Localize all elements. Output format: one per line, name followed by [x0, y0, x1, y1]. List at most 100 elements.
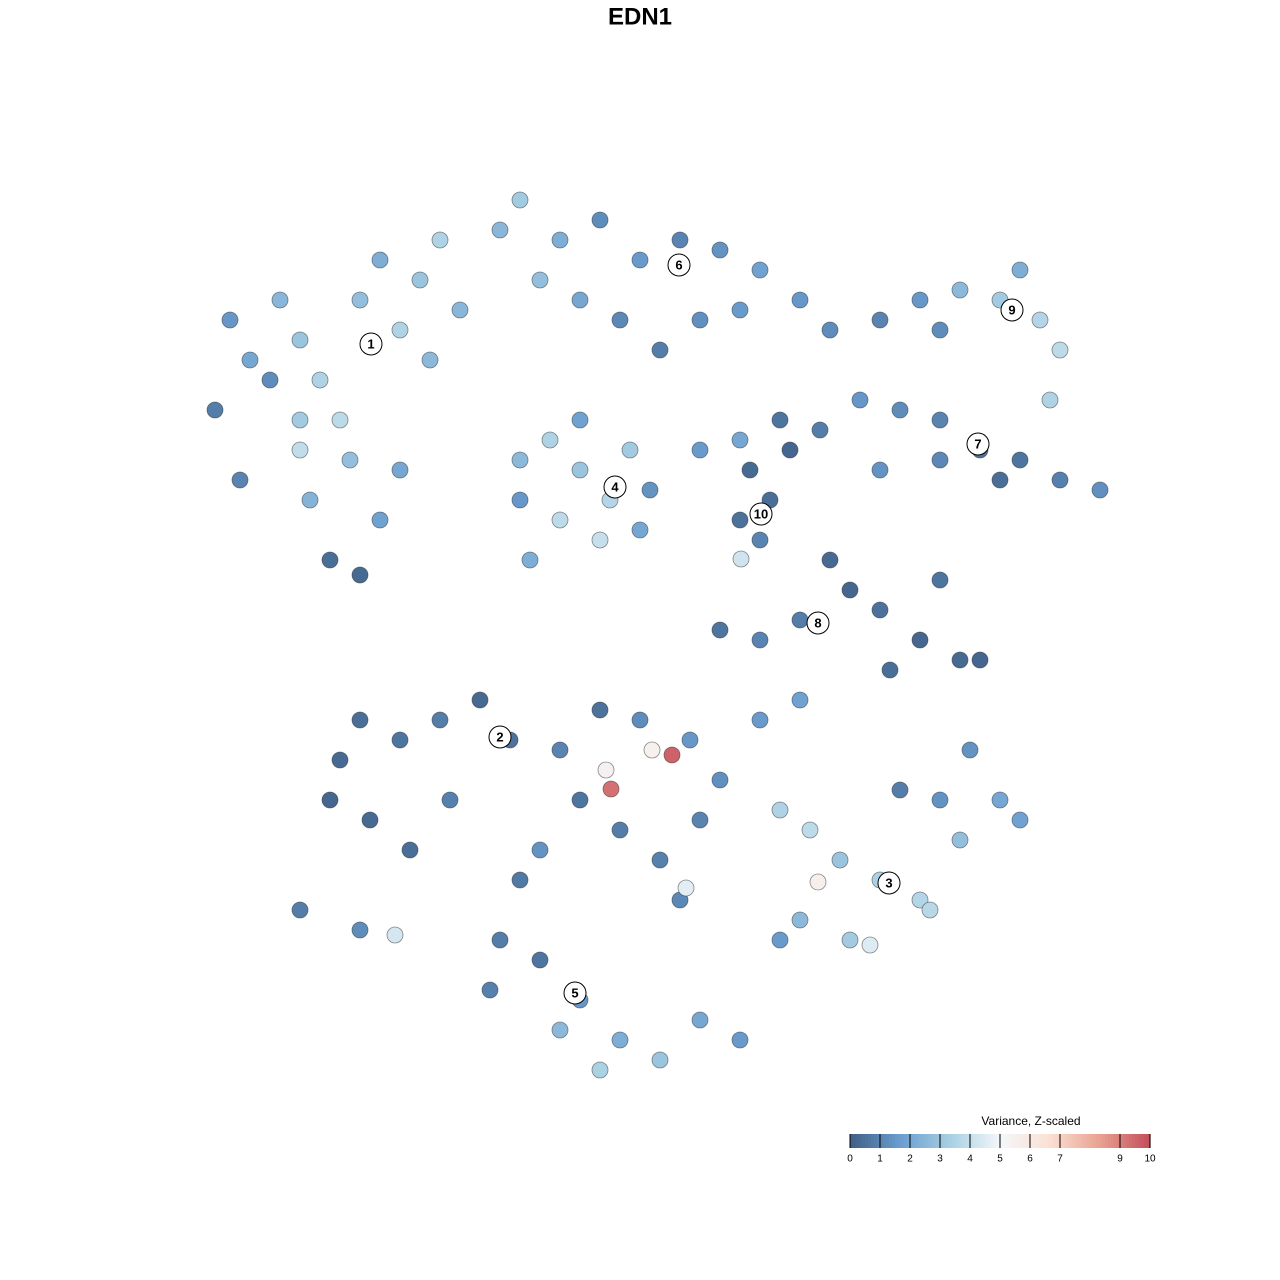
colorbar-segment [994, 1134, 998, 1148]
colorbar-segment [1117, 1134, 1121, 1148]
colorbar-segment [856, 1134, 860, 1148]
cell-point [521, 551, 539, 569]
cell-point [991, 791, 1009, 809]
cell-point [1011, 451, 1029, 469]
cluster-label: 10 [749, 502, 773, 526]
cell-point [891, 401, 909, 419]
colorbar-segment [1108, 1134, 1112, 1148]
cell-point [531, 841, 549, 859]
colorbar-segment [976, 1134, 980, 1148]
cell-point [591, 531, 609, 549]
colorbar-segment [1105, 1134, 1109, 1148]
cell-point [1011, 261, 1029, 279]
cell-point [771, 931, 789, 949]
colorbar-segment [985, 1134, 989, 1148]
cell-point [421, 351, 439, 369]
colorbar-segment [1051, 1134, 1055, 1148]
cell-point [931, 451, 949, 469]
colorbar-segment [1081, 1134, 1085, 1148]
cell-point [631, 521, 649, 539]
cell-point [951, 651, 969, 669]
colorbar-segment [1138, 1134, 1142, 1148]
cell-point [671, 231, 689, 249]
cell-point [951, 831, 969, 849]
cell-point [851, 391, 869, 409]
cell-point [751, 711, 769, 729]
cell-point [351, 291, 369, 309]
colorbar-segment [970, 1134, 974, 1148]
colorbar-segment [898, 1134, 902, 1148]
cluster-label-text: 3 [885, 875, 892, 890]
colorbar-segment [1132, 1134, 1136, 1148]
cell-point [861, 936, 879, 954]
cell-point [391, 731, 409, 749]
cluster-labels: 1 2 3 4 5 6 7 8 9 10 [359, 253, 1024, 1005]
colorbar-segment [967, 1134, 971, 1148]
colorbar-segment [907, 1134, 911, 1148]
colorbar-segment [880, 1134, 884, 1148]
cell-point [321, 791, 339, 809]
cell-point [611, 821, 629, 839]
cell-point [791, 691, 809, 709]
colorbar-segment [1033, 1134, 1037, 1148]
colorbar-segment [952, 1134, 956, 1148]
cell-point [551, 511, 569, 529]
cell-point [711, 241, 729, 259]
cell-point [711, 771, 729, 789]
colorbar-segment [925, 1134, 929, 1148]
cell-point [291, 441, 309, 459]
cluster-label-text: 10 [754, 506, 768, 521]
colorbar-segment [859, 1134, 863, 1148]
colorbar-segment [1120, 1134, 1124, 1148]
cell-point [481, 981, 499, 999]
cluster-label-text: 1 [367, 336, 374, 351]
cell-point [931, 571, 949, 589]
colorbar-tick-label: 7 [1057, 1154, 1063, 1165]
colorbar-segment [1111, 1134, 1115, 1148]
colorbar-segment [1126, 1134, 1130, 1148]
cell-point [571, 411, 589, 429]
cluster-label: 4 [603, 475, 627, 499]
cell-point [677, 879, 695, 897]
colorbar-segment [1096, 1134, 1100, 1148]
cell-point [351, 566, 369, 584]
colorbar-segment [892, 1134, 896, 1148]
colorbar-segment [988, 1134, 992, 1148]
cell-point [591, 211, 609, 229]
cell-point [911, 291, 929, 309]
cell-point [386, 926, 404, 944]
colorbar-tick-label: 2 [907, 1154, 913, 1165]
colorbar-segment [940, 1134, 944, 1148]
colorbar-segment [1006, 1134, 1010, 1148]
cell-point [511, 871, 529, 889]
cell-point [731, 431, 749, 449]
cluster-label-badge [806, 611, 830, 635]
cell-point [241, 351, 259, 369]
cell-point [921, 901, 939, 919]
cell-point [1041, 391, 1059, 409]
cell-point [691, 441, 709, 459]
cell-point [351, 921, 369, 939]
colorbar-segment [928, 1134, 932, 1148]
cluster-label: 2 [488, 725, 512, 749]
cluster-label: 6 [667, 253, 691, 277]
colorbar-segment [934, 1134, 938, 1148]
colorbar-tick-label: 0 [847, 1154, 853, 1165]
colorbar-segment [979, 1134, 983, 1148]
colorbar-segment [949, 1134, 953, 1148]
cell-point [621, 441, 639, 459]
cell-point [602, 780, 620, 798]
colorbar-tick-label: 4 [967, 1154, 973, 1165]
cluster-label-text: 9 [1008, 302, 1015, 317]
cell-point [291, 411, 309, 429]
cell-point [741, 461, 759, 479]
cell-point [491, 221, 509, 239]
colorbar-segment [1072, 1134, 1076, 1148]
cell-point [841, 931, 859, 949]
colorbar-segment [904, 1134, 908, 1148]
cell-point [597, 761, 615, 779]
cluster-label-badge [966, 432, 990, 456]
cell-point [771, 411, 789, 429]
cell-point [631, 711, 649, 729]
cluster-label-text: 4 [611, 479, 619, 494]
